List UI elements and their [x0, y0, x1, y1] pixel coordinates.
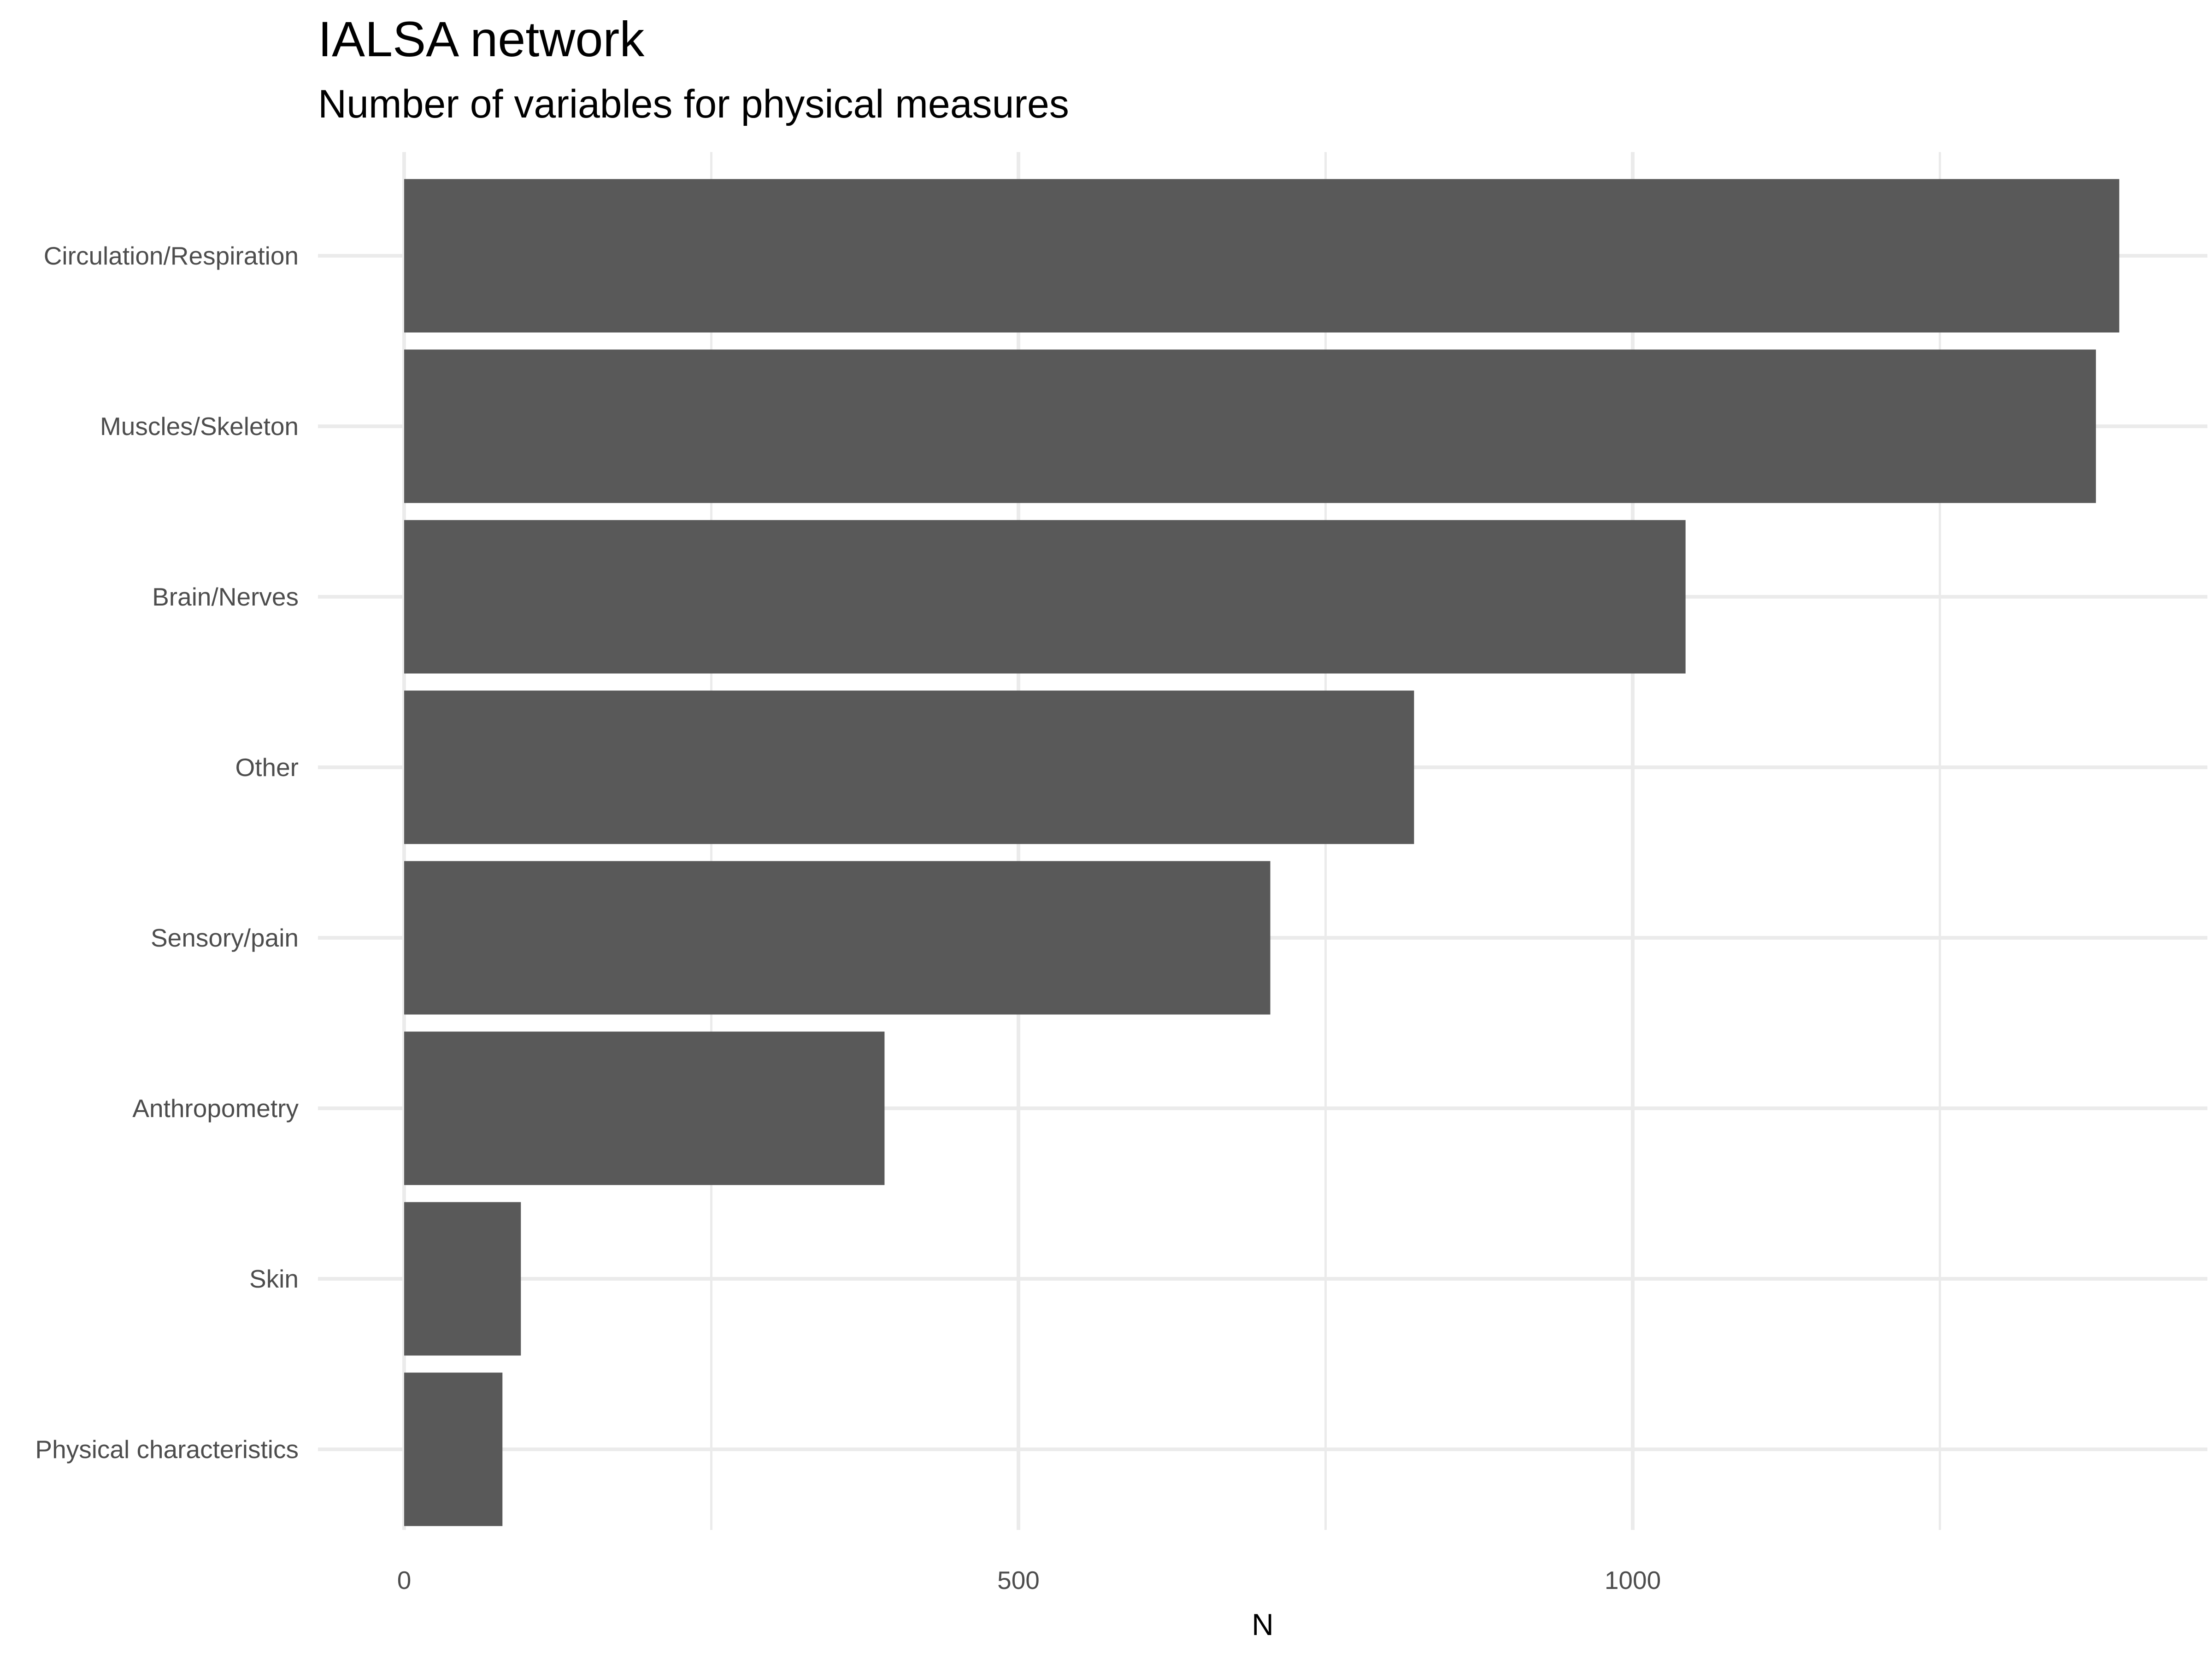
y-tick-label: Skin — [249, 1265, 299, 1293]
x-tick-label: 1000 — [1605, 1566, 1661, 1594]
chart-title: IALSA network — [318, 11, 645, 67]
chart-subtitle: Number of variables for physical measure… — [318, 82, 1069, 126]
y-tick-label: Brain/Nerves — [152, 582, 299, 611]
bars — [404, 179, 2119, 1526]
y-tick-label: Muscles/Skeleton — [100, 412, 299, 441]
y-tick-label: Other — [235, 753, 299, 782]
bar — [404, 861, 1271, 1015]
y-tick-label: Circulation/Respiration — [44, 241, 299, 270]
y-tick-label: Sensory/pain — [151, 924, 299, 952]
bar — [404, 179, 2119, 333]
bar — [404, 1031, 885, 1185]
bar — [404, 1372, 503, 1526]
y-tick-label: Physical characteristics — [35, 1435, 299, 1464]
x-axis-title: N — [1252, 1607, 1274, 1641]
x-tick-label: 500 — [997, 1566, 1040, 1594]
bar — [404, 520, 1686, 674]
y-axis-tick-labels: Circulation/Respiration Muscles/Skeleton B… — [35, 241, 299, 1464]
bar — [404, 690, 1414, 844]
x-axis-tick-labels: 0 500 1000 — [397, 1566, 1661, 1594]
bar — [404, 1202, 521, 1356]
y-tick-label: Anthropometry — [132, 1094, 299, 1123]
x-tick-label: 0 — [397, 1566, 412, 1594]
bar — [404, 349, 2096, 503]
